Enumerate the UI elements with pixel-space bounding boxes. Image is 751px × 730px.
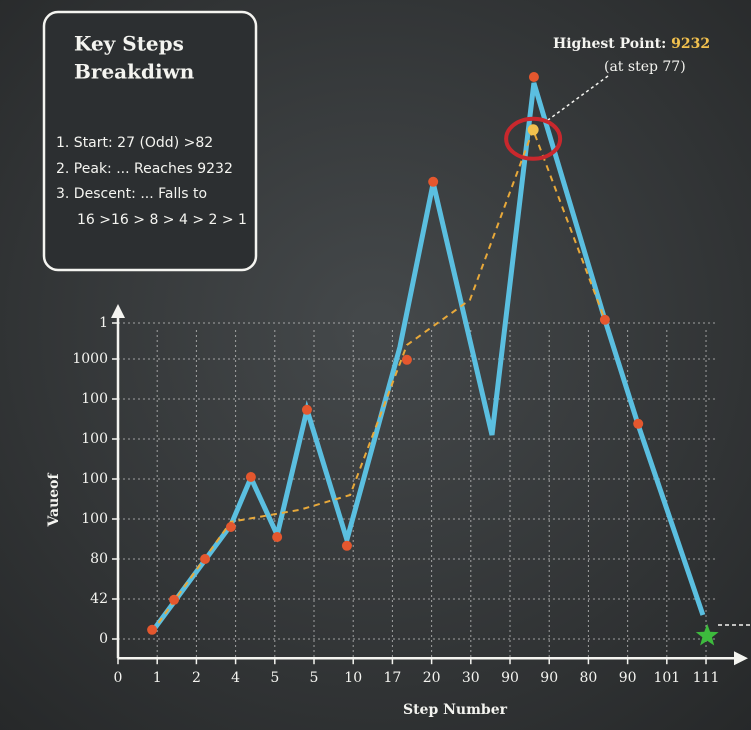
trend-line [151,126,606,633]
x-tick-label: 17 [383,670,401,686]
peak-point [527,124,539,136]
y-tick-label: 1 [99,315,108,331]
annotation-value: 9232 [671,36,710,52]
info-box [42,10,258,272]
peak-ring [504,116,563,161]
box-item: 3. Descent: ... Falls to [56,186,207,202]
annotation-pointer [547,75,609,121]
x-tick-label: 20 [423,670,441,686]
y-tick-label: 100 [81,471,108,487]
box-item: 1. Start: 27 (Odd) >82 [56,135,213,151]
y-tick-label: 100 [81,511,108,527]
data-point [301,404,312,415]
data-point [200,554,211,564]
x-tick-label: 101 [653,670,680,686]
y-tick-label: 100 [81,391,108,407]
y-tick-label: 0 [99,631,108,647]
data-point [428,176,439,187]
annotation-note: (at step 77) [604,59,686,75]
x-tick-label: 5 [310,670,319,686]
x-tick-label: 90 [540,670,558,686]
y-axis-arrow [111,304,125,318]
x-tick-label: 4 [231,670,240,686]
data-point [528,72,539,82]
data-point [599,314,610,325]
box-title: Key Steps [74,32,184,56]
end-marker [695,623,719,646]
y-tick-label: 42 [90,591,108,607]
x-tick-label: 2 [192,670,201,686]
x-tick-label: 80 [580,670,598,686]
y-tick-label: 100 [81,431,108,447]
annotation: Highest Point: 9232 [553,36,710,52]
x-tick-label: 90 [619,670,637,686]
data-point [633,418,644,429]
data-point [245,472,256,482]
x-tick-label: 1 [153,670,162,686]
data-point [401,354,412,365]
y-tick-label: 1000 [72,351,108,367]
box-title: Breakdiwn [74,60,195,84]
data-point [147,624,158,635]
data-point [341,540,352,551]
annotation-label: Highest Point: [553,36,671,52]
x-tick-label: 111 [693,670,720,686]
y-tick-label: 80 [90,551,108,567]
x-axis-arrow [734,651,748,666]
data-point [169,594,180,605]
data-point [272,532,283,542]
x-tick-label: 5 [270,670,279,686]
box-item: 2. Peak: ... Reaches 9232 [56,161,233,177]
x-tick-label: 30 [462,670,480,686]
data-point [225,522,236,532]
y-axis-label: Vaueof [46,472,62,527]
x-tick-label: 10 [344,670,362,686]
box-item: 16 >16 > 8 > 4 > 2 > 1 [77,212,247,228]
x-tick-label: 90 [501,670,519,686]
x-tick-label: 0 [114,670,123,686]
x-axis-label: Step Number [403,702,508,718]
